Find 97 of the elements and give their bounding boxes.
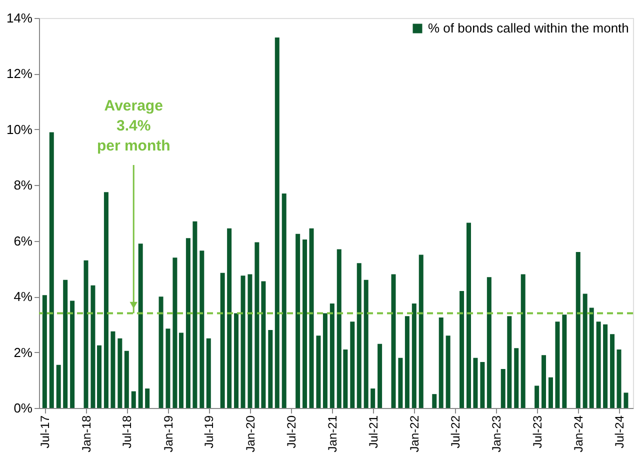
bar: [480, 362, 485, 408]
bar: [97, 345, 102, 408]
bar: [42, 295, 47, 408]
y-tick-label: 12%: [6, 66, 33, 82]
x-tick-label: Jan-21: [326, 415, 340, 452]
bar: [322, 313, 328, 408]
bar: [302, 239, 308, 408]
y-tick-label: 2%: [14, 344, 33, 360]
bar: [70, 300, 75, 408]
bar: [172, 258, 178, 408]
bar: [138, 244, 143, 408]
x-tick-label: Jan-22: [408, 415, 422, 452]
bar: [282, 194, 286, 408]
y-tick-label: 14%: [6, 10, 33, 26]
bar: [486, 277, 492, 408]
bar: [624, 392, 628, 408]
bar: [610, 334, 615, 408]
bar: [296, 234, 300, 408]
bar: [603, 324, 608, 408]
bar: [364, 280, 368, 408]
x-tick-label: Jul-17: [38, 415, 52, 448]
bar: [145, 388, 150, 408]
bar: [391, 274, 396, 408]
x-tick-label: Jul-24: [612, 415, 627, 448]
bar: [158, 296, 164, 408]
bar: [446, 336, 450, 408]
bar: [248, 274, 252, 408]
bar: [418, 254, 424, 408]
bar: [432, 394, 437, 408]
bar: [192, 221, 198, 408]
legend-label: % of bonds called within the month: [428, 20, 629, 36]
x-tick-label: Jan-18: [80, 415, 94, 452]
bar: [412, 304, 416, 408]
bar: [234, 313, 239, 408]
bar: [562, 314, 567, 408]
x-tick-label: Jan-19: [161, 415, 176, 452]
bar: [274, 38, 280, 408]
bar: [56, 364, 61, 408]
bar: [206, 338, 211, 408]
bar: [49, 132, 54, 408]
x-tick-label: Jul-20: [284, 415, 298, 448]
bar: [466, 222, 471, 408]
bar: [131, 391, 136, 408]
bar: [178, 332, 184, 408]
bar: [309, 228, 314, 408]
bar: [542, 355, 546, 408]
y-tick-label: 10%: [6, 122, 33, 137]
bar: [438, 317, 444, 408]
bar: [548, 377, 553, 408]
bar: [350, 322, 355, 408]
bar: [576, 252, 580, 408]
bar: [514, 348, 519, 408]
bar: [186, 238, 190, 408]
bar: [473, 358, 478, 408]
bar: [596, 322, 601, 408]
bar: [200, 250, 204, 408]
bar: [240, 276, 246, 408]
annotation: Average 3.4% per month: [96, 97, 170, 154]
y-tick-label: 8%: [14, 178, 33, 193]
bar: [356, 263, 362, 408]
bar: [616, 350, 622, 408]
x-tick-label: Jul-18: [120, 415, 134, 448]
bar: [166, 328, 170, 408]
bar: [268, 330, 273, 408]
bar: [330, 304, 334, 408]
bar: [90, 285, 96, 408]
bar: [589, 308, 594, 408]
x-tick-label: Jul-21: [366, 415, 380, 448]
bar: [63, 280, 68, 408]
bar: [378, 344, 382, 408]
bar: [104, 192, 108, 408]
bar: [370, 388, 376, 408]
x-tick-label: Jul-19: [202, 415, 216, 448]
bar: [520, 274, 526, 408]
bar: [227, 228, 232, 408]
bar: [254, 242, 260, 408]
x-tick-label: Jul-23: [530, 415, 544, 448]
bar: [316, 336, 321, 408]
bar: [404, 316, 410, 408]
bar: [582, 294, 588, 408]
y-tick-label: 4%: [14, 289, 33, 304]
bar: [84, 260, 88, 408]
bar: [534, 386, 540, 408]
bar: [118, 338, 122, 408]
bar: [220, 272, 225, 408]
bar: [110, 331, 116, 408]
y-tick-label: 0%: [14, 400, 33, 416]
bar: [398, 358, 403, 408]
x-tick-label: Jan-24: [572, 415, 586, 452]
bar: [460, 291, 464, 408]
bar: [261, 281, 266, 408]
bar: [555, 322, 560, 408]
x-tick-label: Jan-23: [490, 415, 504, 452]
x-tick-label: Jul-22: [448, 415, 462, 448]
y-tick-label: 6%: [14, 233, 33, 248]
bar: [124, 350, 129, 408]
x-tick-label: Jan-20: [243, 415, 258, 452]
